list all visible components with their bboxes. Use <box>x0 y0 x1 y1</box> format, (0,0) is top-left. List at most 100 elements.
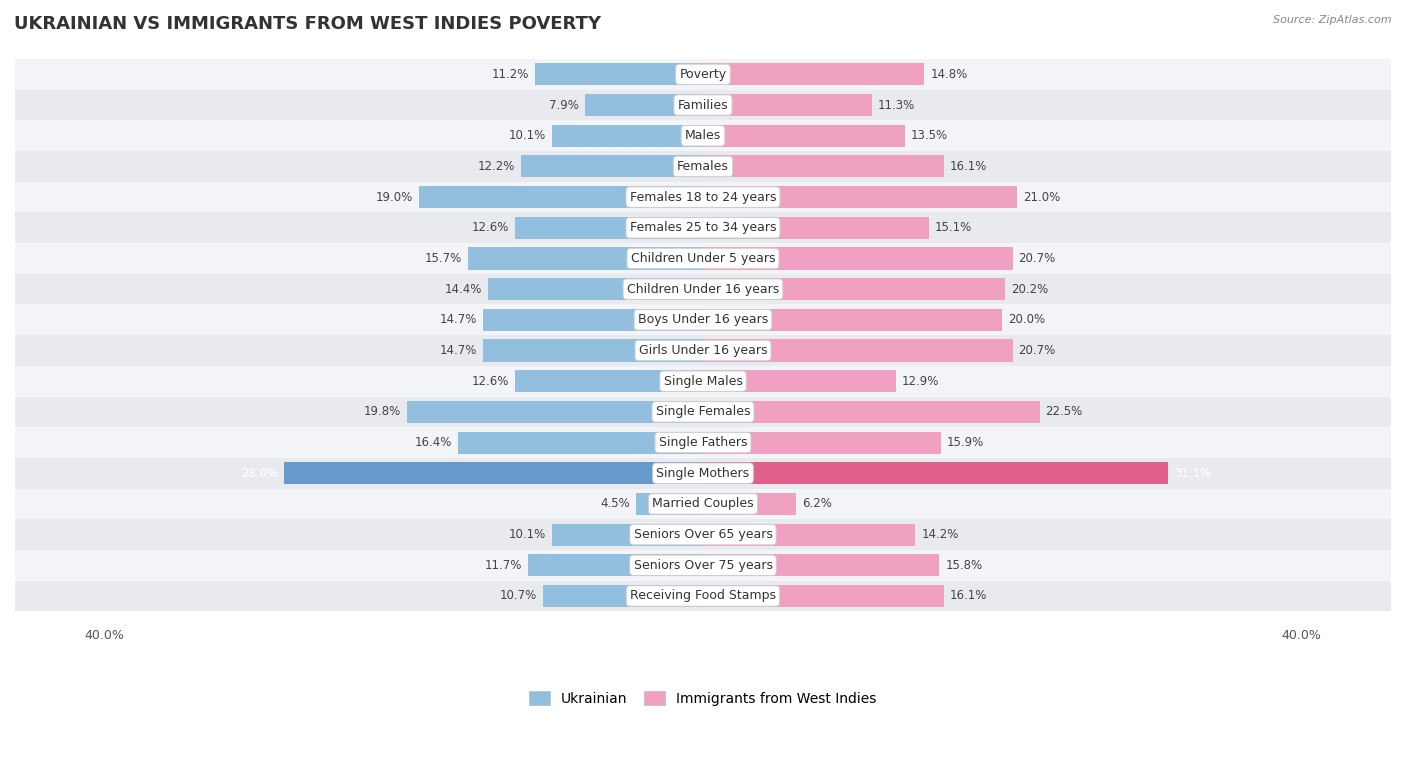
Bar <box>520 155 703 177</box>
Text: 15.7%: 15.7% <box>425 252 463 265</box>
Bar <box>703 125 905 147</box>
Legend: Ukrainian, Immigrants from West Indies: Ukrainian, Immigrants from West Indies <box>529 691 877 706</box>
Text: Seniors Over 75 years: Seniors Over 75 years <box>634 559 772 572</box>
Bar <box>15 581 1391 611</box>
Bar <box>15 305 1391 335</box>
Text: 16.1%: 16.1% <box>950 590 987 603</box>
Text: 11.7%: 11.7% <box>485 559 522 572</box>
Text: 10.1%: 10.1% <box>509 528 546 541</box>
Bar <box>703 462 1168 484</box>
Bar <box>15 366 1391 396</box>
Text: 14.8%: 14.8% <box>931 68 967 81</box>
Text: Seniors Over 65 years: Seniors Over 65 years <box>634 528 772 541</box>
Text: 40.0%: 40.0% <box>1281 629 1322 642</box>
Bar <box>406 401 703 423</box>
Text: Females: Females <box>678 160 728 173</box>
Text: 10.7%: 10.7% <box>499 590 537 603</box>
Bar <box>15 59 1391 89</box>
Text: Source: ZipAtlas.com: Source: ZipAtlas.com <box>1274 15 1392 25</box>
Bar <box>703 94 872 116</box>
Text: 12.6%: 12.6% <box>471 374 509 387</box>
Bar <box>536 64 703 86</box>
Text: 31.1%: 31.1% <box>1174 467 1212 480</box>
Text: Receiving Food Stamps: Receiving Food Stamps <box>630 590 776 603</box>
Text: 19.8%: 19.8% <box>364 406 401 418</box>
Text: Married Couples: Married Couples <box>652 497 754 510</box>
Text: 16.4%: 16.4% <box>415 436 451 449</box>
Bar <box>636 493 703 515</box>
Text: 22.5%: 22.5% <box>1046 406 1083 418</box>
Bar <box>15 121 1391 151</box>
Text: 12.2%: 12.2% <box>477 160 515 173</box>
Bar <box>543 585 703 607</box>
Text: 15.1%: 15.1% <box>935 221 972 234</box>
Text: 12.9%: 12.9% <box>901 374 939 387</box>
Bar <box>703 64 924 86</box>
Text: 13.5%: 13.5% <box>911 130 948 143</box>
Text: Females 25 to 34 years: Females 25 to 34 years <box>630 221 776 234</box>
Text: Single Fathers: Single Fathers <box>659 436 747 449</box>
Text: 20.7%: 20.7% <box>1018 252 1056 265</box>
Bar <box>488 278 703 300</box>
Bar <box>15 396 1391 428</box>
Bar <box>15 458 1391 489</box>
Text: Single Males: Single Males <box>664 374 742 387</box>
Bar <box>15 489 1391 519</box>
Text: 19.0%: 19.0% <box>375 190 413 204</box>
Text: Females 18 to 24 years: Females 18 to 24 years <box>630 190 776 204</box>
Bar <box>15 89 1391 121</box>
Bar <box>458 431 703 453</box>
Bar <box>15 428 1391 458</box>
Text: 20.7%: 20.7% <box>1018 344 1056 357</box>
Bar <box>585 94 703 116</box>
Bar <box>484 309 703 331</box>
Text: 16.1%: 16.1% <box>950 160 987 173</box>
Text: 28.0%: 28.0% <box>240 467 278 480</box>
Text: 12.6%: 12.6% <box>471 221 509 234</box>
Bar <box>703 524 915 546</box>
Text: Single Females: Single Females <box>655 406 751 418</box>
Text: 6.2%: 6.2% <box>801 497 831 510</box>
Text: 14.7%: 14.7% <box>440 313 477 327</box>
Text: 21.0%: 21.0% <box>1024 190 1060 204</box>
Bar <box>703 217 929 239</box>
Text: Families: Families <box>678 99 728 111</box>
Bar <box>703 554 939 576</box>
Text: 20.0%: 20.0% <box>1008 313 1045 327</box>
Bar <box>703 431 941 453</box>
Text: Girls Under 16 years: Girls Under 16 years <box>638 344 768 357</box>
Text: Children Under 16 years: Children Under 16 years <box>627 283 779 296</box>
Text: 4.5%: 4.5% <box>600 497 630 510</box>
Text: 14.7%: 14.7% <box>440 344 477 357</box>
Bar <box>484 340 703 362</box>
Bar <box>419 186 703 208</box>
Bar <box>703 493 796 515</box>
Text: Poverty: Poverty <box>679 68 727 81</box>
Bar <box>703 585 943 607</box>
Bar <box>553 125 703 147</box>
Bar <box>703 370 896 392</box>
Bar <box>468 247 703 270</box>
Text: 14.4%: 14.4% <box>444 283 482 296</box>
Bar <box>529 554 703 576</box>
Text: Single Mothers: Single Mothers <box>657 467 749 480</box>
Bar <box>15 151 1391 182</box>
Bar <box>15 212 1391 243</box>
Text: 14.2%: 14.2% <box>921 528 959 541</box>
Text: 10.1%: 10.1% <box>509 130 546 143</box>
Bar <box>15 335 1391 366</box>
Text: 40.0%: 40.0% <box>84 629 125 642</box>
Bar <box>553 524 703 546</box>
Text: Children Under 5 years: Children Under 5 years <box>631 252 775 265</box>
Bar <box>15 243 1391 274</box>
Bar <box>15 274 1391 305</box>
Bar <box>515 217 703 239</box>
Bar <box>515 370 703 392</box>
Text: 15.9%: 15.9% <box>946 436 984 449</box>
Bar <box>284 462 703 484</box>
Bar <box>703 155 943 177</box>
Bar <box>703 309 1002 331</box>
Text: 11.3%: 11.3% <box>877 99 915 111</box>
Bar <box>15 519 1391 550</box>
Text: 20.2%: 20.2% <box>1011 283 1049 296</box>
